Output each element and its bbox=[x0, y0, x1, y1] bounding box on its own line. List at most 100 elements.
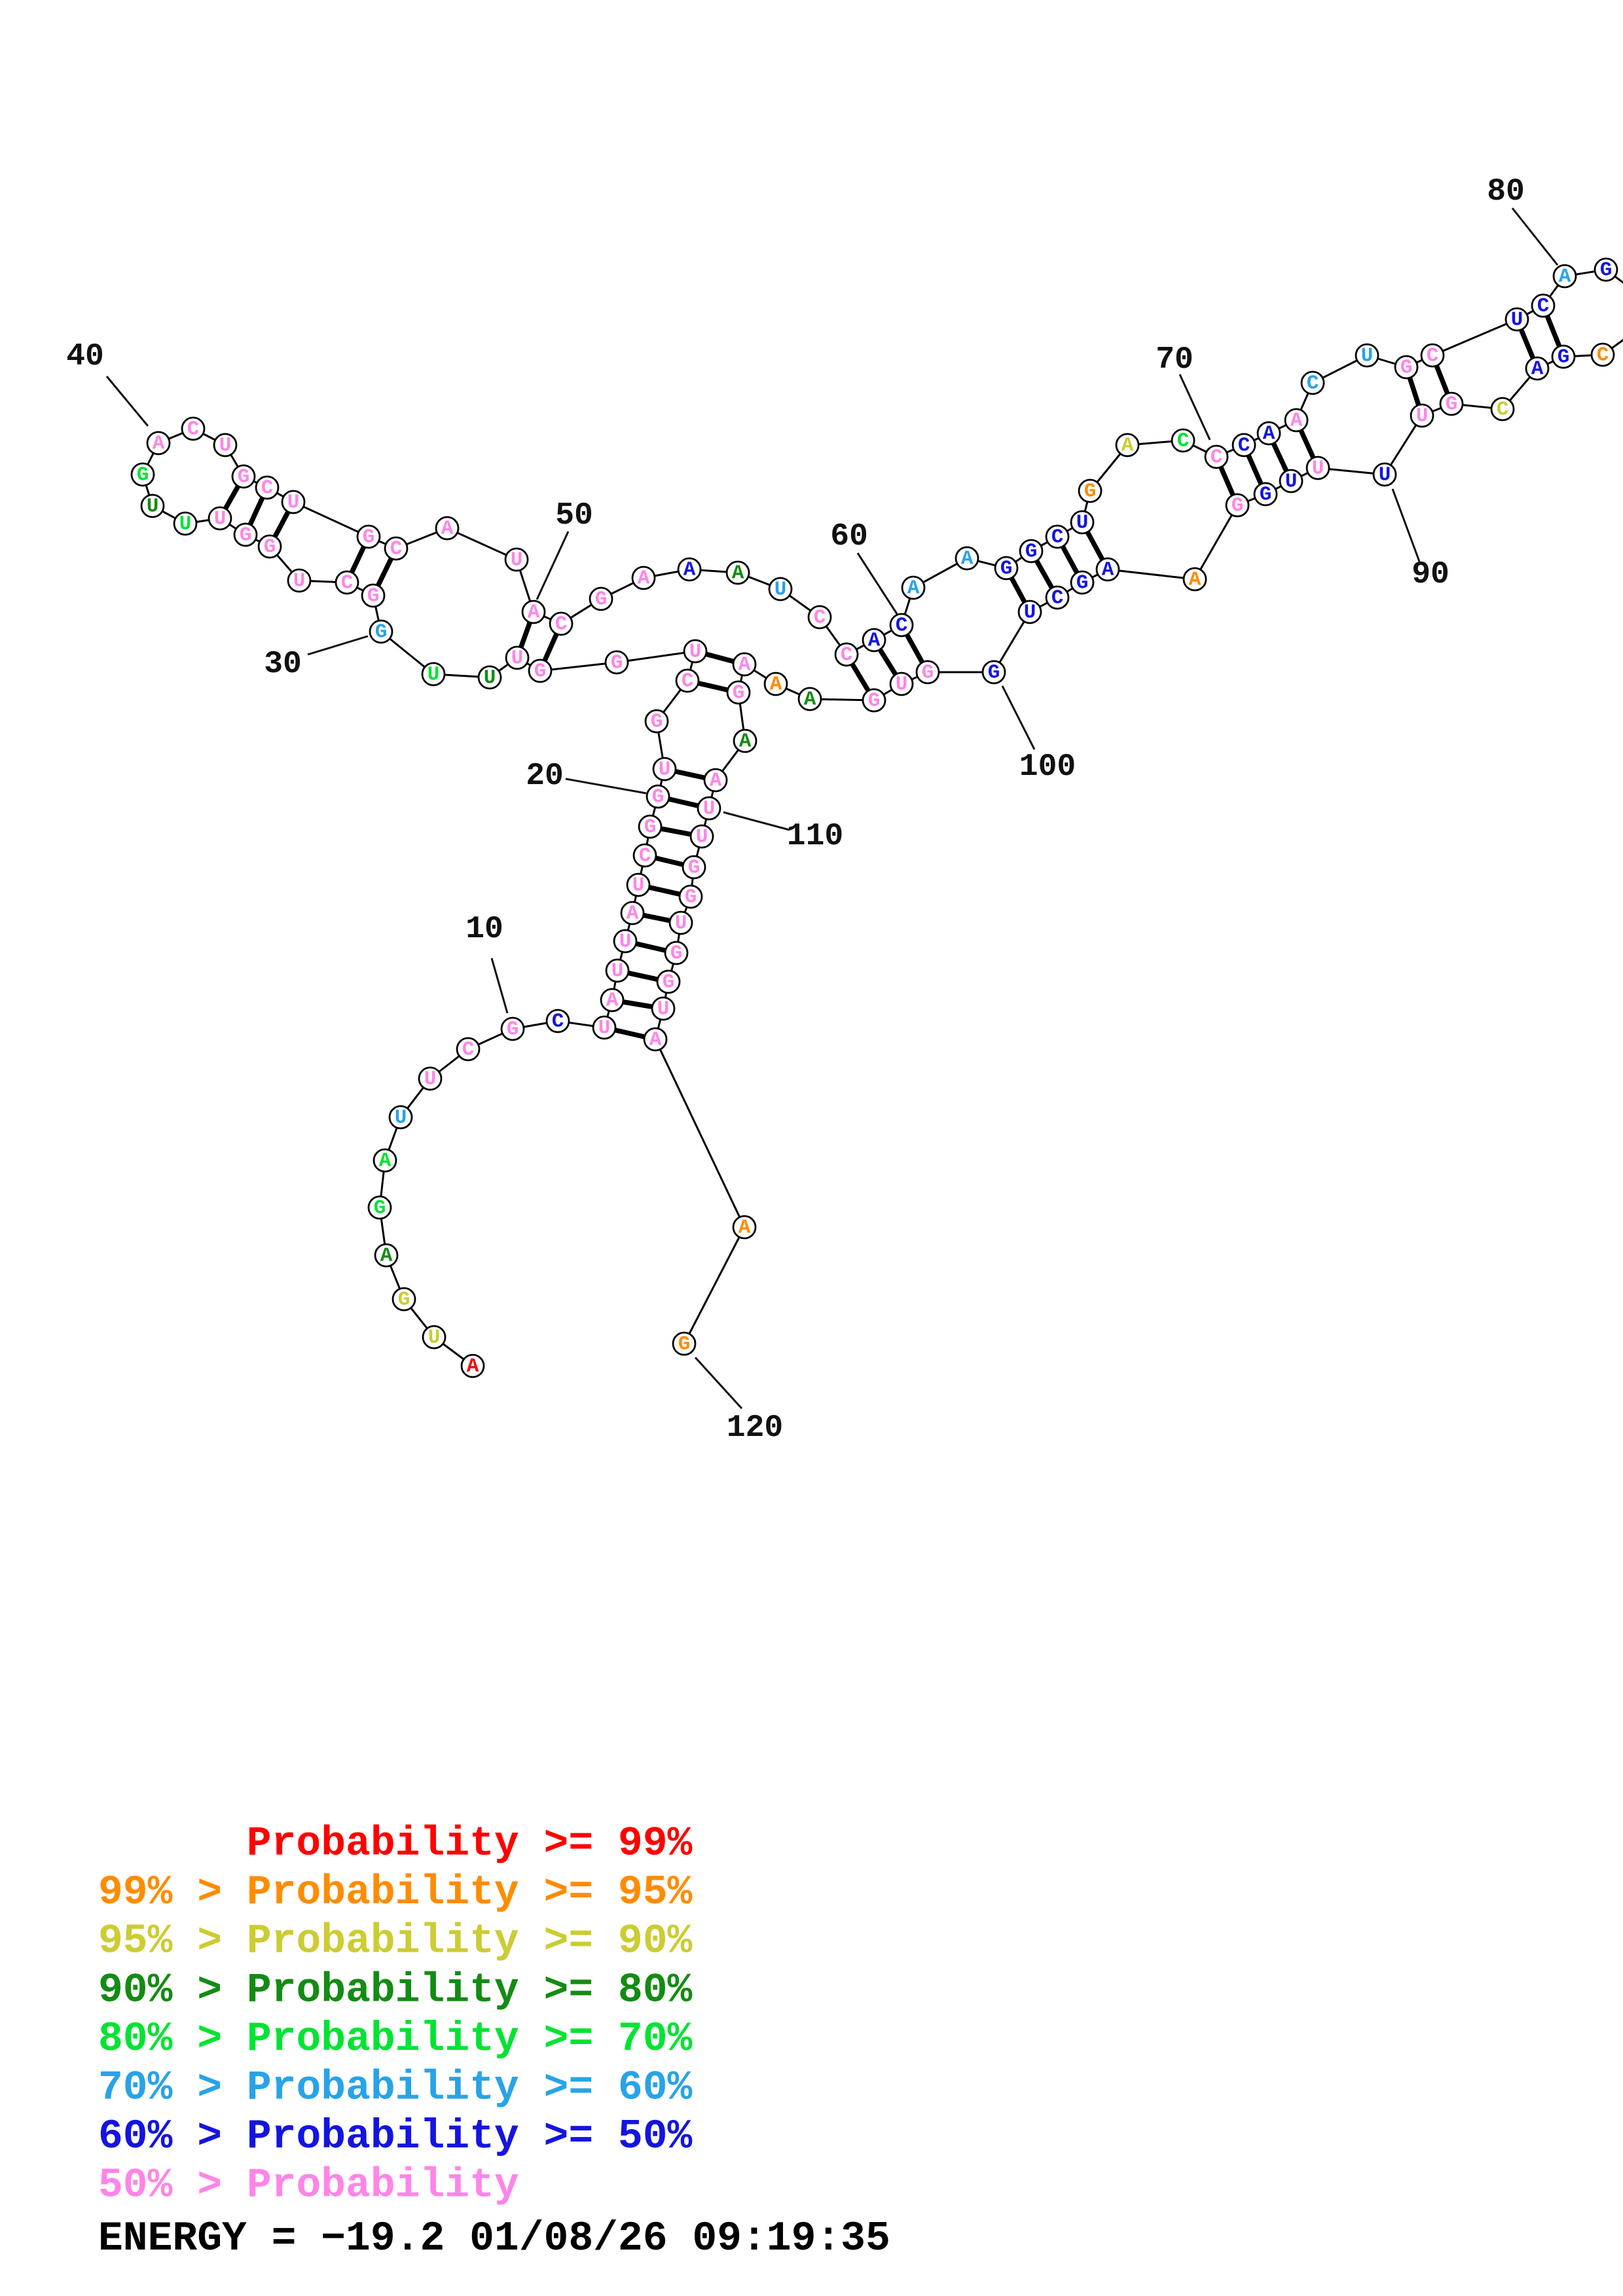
nucleotide-base: G bbox=[1000, 558, 1013, 581]
nucleotide-base: U bbox=[1076, 512, 1089, 535]
nucleotide-base: A bbox=[739, 730, 752, 753]
nucleotide-circle bbox=[140, 493, 165, 518]
position-label-70: 70 bbox=[1156, 342, 1194, 378]
nucleotide-circle bbox=[605, 958, 630, 983]
position-label-120: 120 bbox=[727, 1410, 783, 1446]
nucleotide-circle bbox=[1410, 403, 1434, 428]
nucleotide-base: G bbox=[663, 971, 675, 994]
nucleotide-base: U bbox=[428, 1327, 441, 1350]
nucleotide-base: A bbox=[868, 630, 881, 653]
nucleotide-circle bbox=[1019, 539, 1044, 564]
nucleotide-circle bbox=[1279, 469, 1304, 493]
nucleotide-circle bbox=[1490, 397, 1515, 422]
nucleotide-circle bbox=[915, 660, 940, 685]
nucleotide-circle bbox=[981, 660, 1006, 685]
nucleotide-base: G bbox=[652, 786, 665, 809]
nucleotide-base: C bbox=[1051, 526, 1064, 549]
nucleotide-base: U bbox=[598, 1017, 611, 1040]
nucleotide-base: C bbox=[841, 644, 853, 667]
legend-row-2: 99% > Probability >= 95% bbox=[98, 1869, 693, 1916]
nucleotide-base: A bbox=[961, 548, 974, 571]
nucleotide-circle bbox=[678, 884, 703, 909]
position-label-80: 80 bbox=[1487, 174, 1525, 209]
nucleotide-circle bbox=[181, 416, 206, 441]
nucleotide-circle bbox=[646, 784, 670, 809]
nucleotide-base: A bbox=[441, 518, 454, 541]
nucleotide-base: G bbox=[1558, 346, 1570, 369]
nucleotide-circle bbox=[1305, 456, 1330, 480]
nucleotide-circle bbox=[287, 568, 312, 593]
nucleotide-circle bbox=[281, 490, 306, 514]
nucleotide-base: U bbox=[395, 1107, 407, 1130]
nucleotide-base: A bbox=[1189, 569, 1201, 592]
position-label-110: 110 bbox=[787, 819, 843, 854]
nucleotide-circle bbox=[638, 814, 663, 839]
position-label-60: 60 bbox=[830, 519, 868, 554]
nucleotide-base: U bbox=[511, 647, 524, 670]
nucleotide-circle bbox=[1070, 510, 1095, 535]
nucleotide-base: A bbox=[1102, 559, 1114, 582]
nucleotide-circle bbox=[1590, 342, 1615, 367]
label-tick-line bbox=[490, 958, 509, 1014]
legend-row-7: 60% > Probability >= 50% bbox=[98, 2113, 693, 2160]
nucleotide-circle bbox=[955, 546, 979, 571]
nucleotide-base: G bbox=[374, 1197, 386, 1220]
nucleotide-circle bbox=[1045, 524, 1070, 549]
backbone-lines bbox=[141, 268, 1623, 1367]
nucleotide-base: G bbox=[507, 1018, 519, 1041]
nucleotide-circle bbox=[173, 511, 198, 536]
nucleotide-base: C bbox=[1211, 446, 1223, 469]
nucleotide-circle bbox=[1182, 567, 1207, 592]
nucleotide-base: G bbox=[1446, 393, 1458, 416]
nucleotide-base: U bbox=[659, 759, 671, 781]
nucleotide-circle bbox=[1355, 343, 1379, 368]
nucleotide-base: G bbox=[1231, 495, 1244, 518]
nucleotide-circle bbox=[889, 613, 914, 637]
nucleotide-base: U bbox=[1024, 601, 1036, 624]
nucleotide-circle bbox=[994, 556, 1019, 581]
nucleotide-base: G bbox=[611, 652, 623, 675]
nucleotide-circle bbox=[231, 464, 256, 489]
nucleotide-circle bbox=[651, 996, 676, 1021]
nucleotide-circle bbox=[668, 910, 693, 935]
nucleotide-base: G bbox=[1260, 484, 1272, 507]
label-tick-line bbox=[694, 1356, 743, 1410]
nucleotide-base: A bbox=[153, 433, 165, 456]
nucleotide-base: U bbox=[428, 664, 440, 687]
nucleotide-circle bbox=[589, 586, 613, 611]
nucleotide-base: U bbox=[287, 492, 300, 514]
nucleotide-circle bbox=[672, 1331, 697, 1356]
nucleotide-circle bbox=[257, 534, 282, 559]
nucleotide-base: A bbox=[1263, 423, 1275, 446]
position-label-40: 40 bbox=[66, 339, 104, 374]
nucleotide-base: C bbox=[1238, 435, 1250, 457]
nucleotide-circle bbox=[733, 728, 757, 753]
legend-row-1: Probability >= 99% bbox=[247, 1821, 693, 1867]
nucleotide-base: C bbox=[1177, 430, 1190, 453]
backbone-line bbox=[447, 527, 517, 561]
nucleotide-circle bbox=[643, 1027, 668, 1052]
label-tick-line bbox=[1391, 488, 1421, 562]
nucleotide-circle bbox=[456, 1037, 481, 1062]
nucleotide-circle bbox=[763, 672, 788, 696]
nucleotide-base: G bbox=[1076, 572, 1089, 595]
nucleotide-circle bbox=[889, 672, 914, 696]
nucleotide-circle bbox=[1394, 355, 1419, 380]
nucleotide-circle bbox=[689, 824, 714, 849]
nucleotide-base: A bbox=[1122, 435, 1134, 457]
position-label-30: 30 bbox=[264, 647, 302, 682]
nucleotide-circle bbox=[521, 600, 546, 624]
nucleotide-circle bbox=[1070, 570, 1095, 595]
backbone-line bbox=[616, 650, 696, 664]
position-label-50: 50 bbox=[555, 498, 593, 533]
nucleotide-base: G bbox=[595, 588, 608, 611]
nucleotide-circle bbox=[388, 1105, 413, 1130]
nucleotide-base: U bbox=[611, 960, 624, 983]
nucleotide-circle bbox=[613, 929, 638, 954]
nucleotide-base: U bbox=[619, 931, 632, 954]
nucleotide-base: G bbox=[688, 857, 701, 880]
nucleotide-circle bbox=[807, 605, 832, 630]
nucleotide-base: C bbox=[896, 615, 908, 637]
